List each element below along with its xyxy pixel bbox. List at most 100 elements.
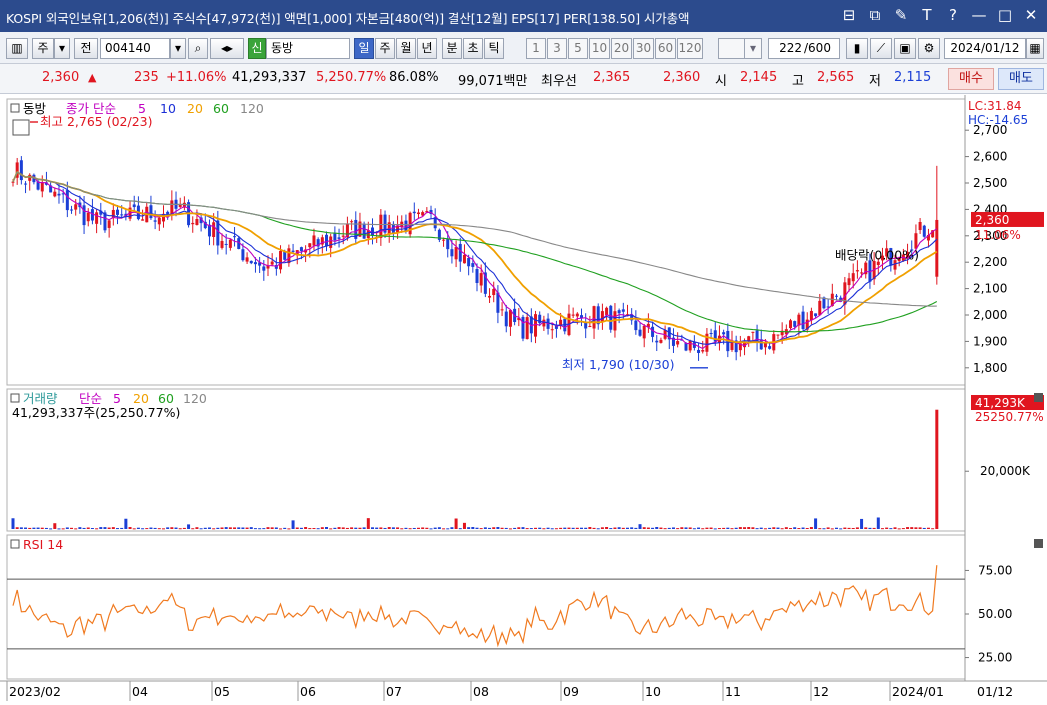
volume-pane-close-icon[interactable]: [1034, 393, 1043, 402]
sell-button[interactable]: 매도: [998, 68, 1044, 90]
volume-bar: [772, 527, 776, 529]
volume-bar: [906, 527, 910, 529]
volume-bar: [885, 527, 889, 529]
close-icon[interactable]: ✕: [1024, 6, 1038, 24]
period-monthly-button[interactable]: 월: [396, 38, 416, 59]
candle-body: [697, 349, 701, 353]
volume-collapse-icon[interactable]: [10, 393, 20, 403]
volume-pane[interactable]: [6, 388, 966, 532]
tool-icon[interactable]: ✎: [894, 6, 908, 24]
stock-name-field[interactable]: 동방: [266, 38, 350, 59]
candle-body: [467, 258, 471, 267]
candle-body: [751, 331, 755, 333]
audio-icon[interactable]: ◂▸: [210, 38, 244, 59]
menu-icon[interactable]: ▥: [6, 38, 28, 59]
ma-legend-60: 60: [213, 101, 229, 116]
volume-bar: [839, 528, 843, 530]
collapse-icon[interactable]: [10, 103, 20, 113]
volume-bar: [571, 527, 575, 529]
volume-bar: [412, 527, 416, 529]
candle-body: [676, 341, 680, 345]
stock-code-input[interactable]: 004140: [100, 38, 170, 59]
market-select[interactable]: 주: [32, 38, 54, 59]
layout-icon[interactable]: ⊟: [842, 6, 856, 24]
candle-body: [132, 204, 136, 208]
volume-bar: [638, 524, 642, 529]
interval-120-button[interactable]: 120: [677, 38, 703, 59]
maximize-icon[interactable]: □: [997, 6, 1013, 24]
all-button[interactable]: 전: [74, 38, 98, 59]
chevron-down-icon[interactable]: ▾: [54, 38, 70, 59]
period-yearly-button[interactable]: 년: [417, 38, 437, 59]
interval-10-button[interactable]: 10: [589, 38, 610, 59]
volume-tag-box: [971, 395, 1044, 410]
price-tick-label: 2,100: [973, 282, 1007, 296]
calendar-icon[interactable]: [12, 119, 30, 136]
volume-bar: [625, 527, 629, 529]
candle-body: [354, 219, 358, 239]
ma-legend-10: 10: [160, 101, 176, 116]
volume-bar: [705, 527, 709, 529]
volume-bar: [95, 528, 99, 530]
candle-body: [475, 268, 479, 283]
interval-30-button[interactable]: 30: [633, 38, 654, 59]
candle-body: [212, 222, 216, 238]
volume-bar: [182, 527, 186, 529]
copy-window-icon[interactable]: ⧉: [869, 6, 881, 24]
gear-icon[interactable]: ⚙: [918, 38, 940, 59]
price-pane[interactable]: [6, 98, 966, 386]
interval-1-button[interactable]: 1: [526, 38, 546, 59]
chart-canvas[interactable]: 2,7002,6002,5002,4002,3002,2002,1002,000…: [0, 95, 1047, 705]
volume-ratio: 5,250.77%: [316, 70, 387, 85]
interval-20-button[interactable]: 20: [611, 38, 632, 59]
volume-ma-60: 60: [158, 391, 174, 406]
volume-bar: [789, 528, 793, 530]
candle-body: [684, 342, 688, 351]
trendline-icon[interactable]: ⟋: [870, 38, 892, 59]
period-second-button[interactable]: 초: [463, 38, 483, 59]
interval-dropdown-icon[interactable]: ▾: [744, 38, 762, 59]
calendar-icon[interactable]: ▦: [1026, 38, 1044, 59]
rsi-pane-close-icon[interactable]: [1034, 539, 1043, 548]
interval-5-button[interactable]: 5: [568, 38, 588, 59]
candle-body: [391, 223, 395, 234]
date-input[interactable]: 2024/01/12: [944, 38, 1026, 59]
search-icon[interactable]: ⌕: [188, 38, 208, 59]
volume-bar: [513, 527, 517, 529]
volume-bar: [32, 527, 36, 529]
volume-bar: [504, 527, 508, 529]
rsi-collapse-icon[interactable]: [10, 539, 20, 549]
period-weekly-button[interactable]: 주: [375, 38, 395, 59]
count-input[interactable]: 222: [768, 38, 804, 59]
help-icon[interactable]: ?: [949, 6, 957, 24]
save-icon[interactable]: ▣: [894, 38, 916, 59]
font-icon[interactable]: T: [922, 6, 932, 24]
volume-bar: [187, 524, 191, 529]
chart-area[interactable]: 2,700 2,600 2,500 2,400 2,300 2,200 2,100 2,000…: [0, 95, 1047, 705]
period-daily-button[interactable]: 일: [354, 38, 374, 59]
lc-label: LC:31.84: [968, 99, 1021, 113]
rsi-pane[interactable]: [6, 534, 966, 680]
price-tick-label: 1,800: [973, 361, 1007, 375]
volume-bar: [28, 527, 32, 529]
volume-bar: [454, 518, 458, 529]
interval-60-button[interactable]: 60: [655, 38, 676, 59]
x-axis-label: 04: [132, 684, 148, 699]
volume-bar: [258, 528, 262, 530]
volume-bar: [350, 527, 354, 529]
period-tick-button[interactable]: 틱: [484, 38, 504, 59]
buy-button[interactable]: 매수: [948, 68, 994, 90]
code-dropdown-icon[interactable]: ▾: [170, 38, 186, 59]
volume-bar: [826, 527, 830, 529]
window-title: KOSPI 외국인보유[1,206(천)] 주식수[47,972(천)] 액면[…: [6, 11, 690, 26]
period-minute-button[interactable]: 분: [442, 38, 462, 59]
volume-bar: [216, 527, 220, 529]
volume-bar: [320, 527, 324, 529]
minimize-icon[interactable]: —: [971, 6, 987, 24]
candle-type-icon[interactable]: ▮: [846, 38, 868, 59]
volume-bar: [287, 528, 291, 530]
interval-3-button[interactable]: 3: [547, 38, 567, 59]
candle-body: [492, 288, 496, 296]
volume-bar: [743, 527, 747, 529]
candle-body: [178, 204, 182, 207]
